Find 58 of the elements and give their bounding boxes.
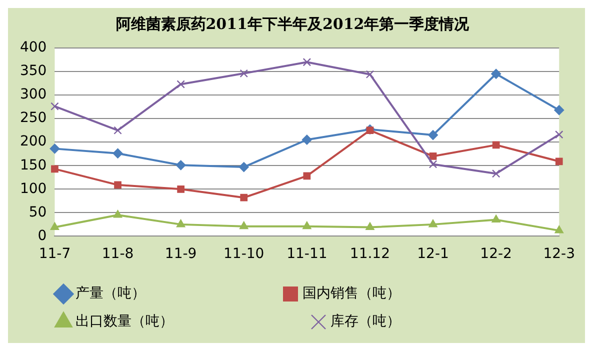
point [554, 226, 564, 234]
chart-title: 阿维菌素原药2011年下半年及2012年第一季度情况 [116, 14, 470, 33]
point [555, 158, 563, 166]
point [554, 130, 564, 139]
x-tick-label: 12-3 [543, 246, 576, 262]
x-tick-label: 11-10 [224, 246, 264, 262]
x-tick-label: 11-8 [102, 246, 134, 262]
point [176, 160, 186, 170]
legend-label: 库存（吨） [330, 314, 526, 330]
y-tick-label: 0 [38, 228, 47, 244]
point [492, 141, 500, 149]
point [114, 181, 122, 189]
x-tick-label: 11-9 [164, 246, 197, 262]
point [429, 152, 437, 160]
point [302, 58, 312, 66]
legend-label: 产量（吨） [76, 286, 272, 302]
point [303, 172, 311, 180]
point [492, 169, 500, 178]
legend-label: 出口数量（吨） [76, 314, 300, 330]
y-tick-label: 300 [20, 86, 47, 103]
point [51, 165, 58, 173]
point [492, 214, 500, 222]
x-tick-label: 11-11 [286, 246, 328, 262]
x-tick-label: 12-1 [417, 246, 449, 262]
point [112, 148, 123, 158]
y-tick-label: 250 [20, 110, 47, 126]
point [177, 185, 184, 193]
x-tick-label: 11.12 [350, 246, 390, 262]
point [302, 134, 312, 145]
point [428, 130, 438, 140]
point [428, 219, 438, 228]
y-tick-label: 50 [28, 204, 47, 220]
x-tick-label: 11-7 [38, 246, 71, 262]
point [240, 69, 248, 78]
point [240, 194, 248, 202]
point [176, 219, 186, 228]
point [176, 80, 185, 88]
point [239, 221, 248, 230]
point [114, 126, 122, 134]
point [238, 162, 249, 172]
y-tick-label: 400 [20, 40, 47, 56]
point [113, 210, 122, 218]
point [50, 102, 59, 110]
point [366, 70, 374, 78]
point [366, 222, 374, 230]
x-tick-label: 12-2 [480, 246, 512, 262]
point [50, 222, 60, 230]
y-tick-label: 100 [20, 180, 47, 197]
y-tick-label: 200 [20, 134, 47, 150]
legend-label: 国内销售（吨） [302, 286, 526, 302]
point [491, 68, 502, 79]
point [302, 221, 312, 230]
point [366, 126, 374, 134]
y-tick-label: 150 [20, 157, 47, 174]
y-tick-label: 350 [20, 63, 47, 80]
point [50, 144, 60, 154]
point [428, 160, 438, 168]
point [554, 105, 564, 116]
